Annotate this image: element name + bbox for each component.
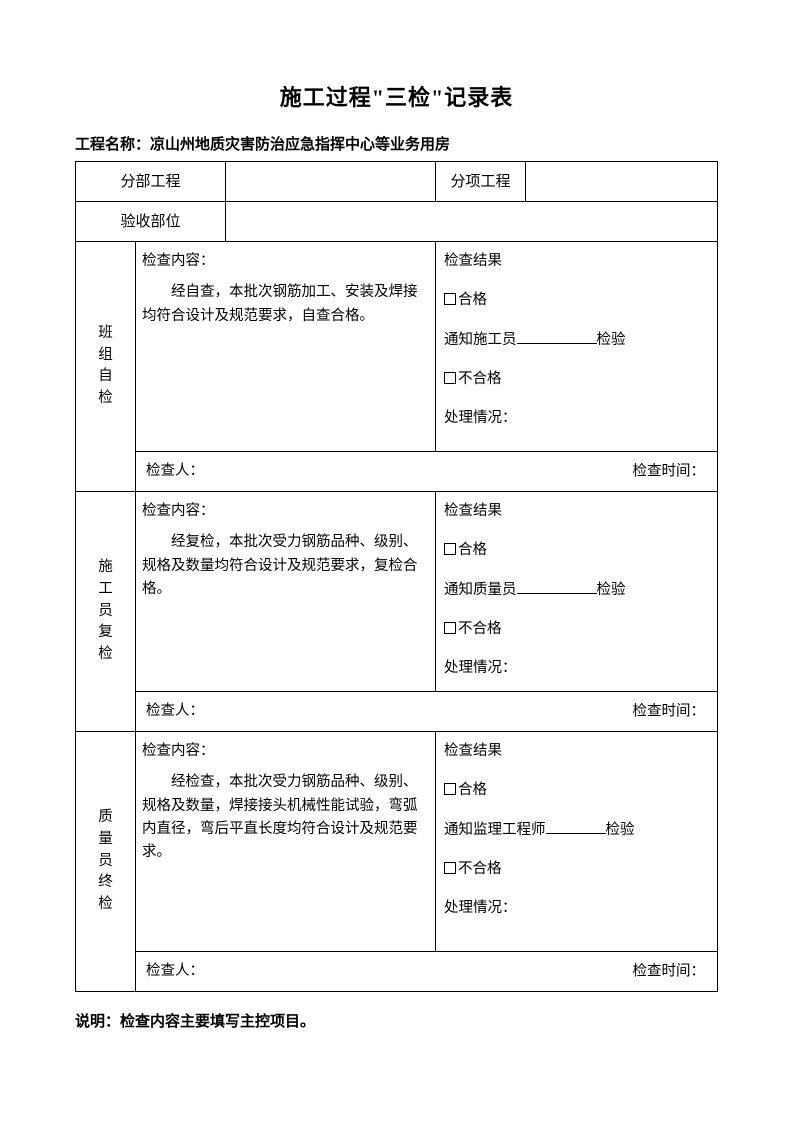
fail-label: 不合格 [458,861,502,877]
inspector-label: 检查人： [146,963,204,979]
footer-row: 检查人： 检查时间： [76,452,718,492]
notify-prefix: 通知施工员 [444,332,517,348]
content-cell: 检查内容： 经复检，本批次受力钢筋品种、级别、规格及数量均符合设计及规范要求，复… [136,492,436,692]
notify-prefix: 通知质量员 [444,582,517,598]
checkbox-icon[interactable] [444,543,456,555]
fail-line: 不合格 [444,858,707,881]
checkbox-icon[interactable] [444,862,456,874]
checkbox-icon[interactable] [444,293,456,305]
notify-blank[interactable] [546,819,606,834]
accept-label: 验收部位 [76,202,226,242]
content-label: 检查内容： [142,500,425,523]
inspector-cell: 检查人： 检查时间： [136,452,718,492]
checkbox-icon[interactable] [444,622,456,634]
notify-suffix: 检验 [597,582,626,598]
checkbox-icon[interactable] [444,783,456,795]
project-line: 工程名称：凉山州地质灾害防治应急指挥中心等业务用房 [75,133,718,157]
result-cell: 检查结果 合格 通知质量员 检验 不合格 处理情况： [436,492,718,692]
inspection-row: 质量员终检 检查内容： 经检查，本批次受力钢筋品种、级别、规格及数量，焊接接头机… [76,732,718,952]
time-label: 检查时间： [633,460,706,483]
inspection-row: 施工员复检 检查内容： 经复检，本批次受力钢筋品种、级别、规格及数量均符合设计及… [76,492,718,692]
result-cell: 检查结果 合格 通知监理工程师 检验 不合格 处理情况： [436,732,718,952]
content-label: 检查内容： [142,250,425,273]
role-label: 施工员复检 [76,492,136,732]
pass-label: 合格 [458,782,487,798]
content-body: 经检查，本批次受力钢筋品种、级别、规格及数量，焊接接头机械性能试验，弯弧内直径，… [142,771,425,864]
header-row-2: 验收部位 [76,202,718,242]
fail-label: 不合格 [458,621,502,637]
handling-line: 处理情况： [444,657,707,680]
role-label: 班组自检 [76,242,136,492]
content-label: 检查内容： [142,740,425,763]
pass-label: 合格 [458,542,487,558]
note: 说明：检查内容主要填写主控项目。 [75,1010,718,1034]
checkbox-icon[interactable] [444,372,456,384]
inspection-table: 分部工程 分项工程 验收部位 班组自检 检查内容： 经自查，本批次钢筋加工、安装… [75,161,718,992]
section-value [226,162,436,202]
result-label: 检查结果 [444,500,707,523]
notify-blank[interactable] [517,329,597,344]
inspector-label: 检查人： [146,463,204,479]
role-label: 质量员终检 [76,732,136,992]
result-label: 检查结果 [444,250,707,273]
notify-suffix: 检验 [597,332,626,348]
inspection-row: 班组自检 检查内容： 经自查，本批次钢筋加工、安装及焊接均符合设计及规范要求，自… [76,242,718,452]
time-label: 检查时间： [633,700,706,723]
footer-row: 检查人： 检查时间： [76,692,718,732]
footer-row: 检查人： 检查时间： [76,952,718,992]
notify-line: 通知施工员 检验 [444,329,707,352]
result-label: 检查结果 [444,740,707,763]
role-text: 质量员终检 [97,807,114,916]
item-label: 分项工程 [436,162,526,202]
notify-line: 通知监理工程师 检验 [444,819,707,842]
notify-blank[interactable] [517,579,597,594]
inspector-cell: 检查人： 检查时间： [136,692,718,732]
pass-line: 合格 [444,779,707,802]
role-text: 施工员复检 [97,557,114,666]
handling-line: 处理情况： [444,897,707,920]
result-cell: 检查结果 合格 通知施工员 检验 不合格 处理情况： [436,242,718,452]
content-cell: 检查内容： 经检查，本批次受力钢筋品种、级别、规格及数量，焊接接头机械性能试验，… [136,732,436,952]
accept-value [226,202,718,242]
content-body: 经复检，本批次受力钢筋品种、级别、规格及数量均符合设计及规范要求，复检合格。 [142,531,425,601]
notify-line: 通知质量员 检验 [444,579,707,602]
project-name: 凉山州地质灾害防治应急指挥中心等业务用房 [150,137,450,153]
pass-line: 合格 [444,539,707,562]
fail-line: 不合格 [444,368,707,391]
fail-line: 不合格 [444,618,707,641]
notify-prefix: 通知监理工程师 [444,822,546,838]
content-cell: 检查内容： 经自查，本批次钢筋加工、安装及焊接均符合设计及规范要求，自查合格。 [136,242,436,452]
role-text: 班组自检 [97,323,114,410]
pass-line: 合格 [444,289,707,312]
content-body: 经自查，本批次钢筋加工、安装及焊接均符合设计及规范要求，自查合格。 [142,281,425,327]
item-value [526,162,718,202]
header-row-1: 分部工程 分项工程 [76,162,718,202]
notify-suffix: 检验 [606,822,635,838]
document-title: 施工过程"三检"记录表 [75,80,718,115]
fail-label: 不合格 [458,371,502,387]
inspector-label: 检查人： [146,703,204,719]
inspector-cell: 检查人： 检查时间： [136,952,718,992]
section-label: 分部工程 [76,162,226,202]
handling-line: 处理情况： [444,407,707,430]
pass-label: 合格 [458,292,487,308]
time-label: 检查时间： [633,960,706,983]
project-label: 工程名称： [75,137,150,153]
